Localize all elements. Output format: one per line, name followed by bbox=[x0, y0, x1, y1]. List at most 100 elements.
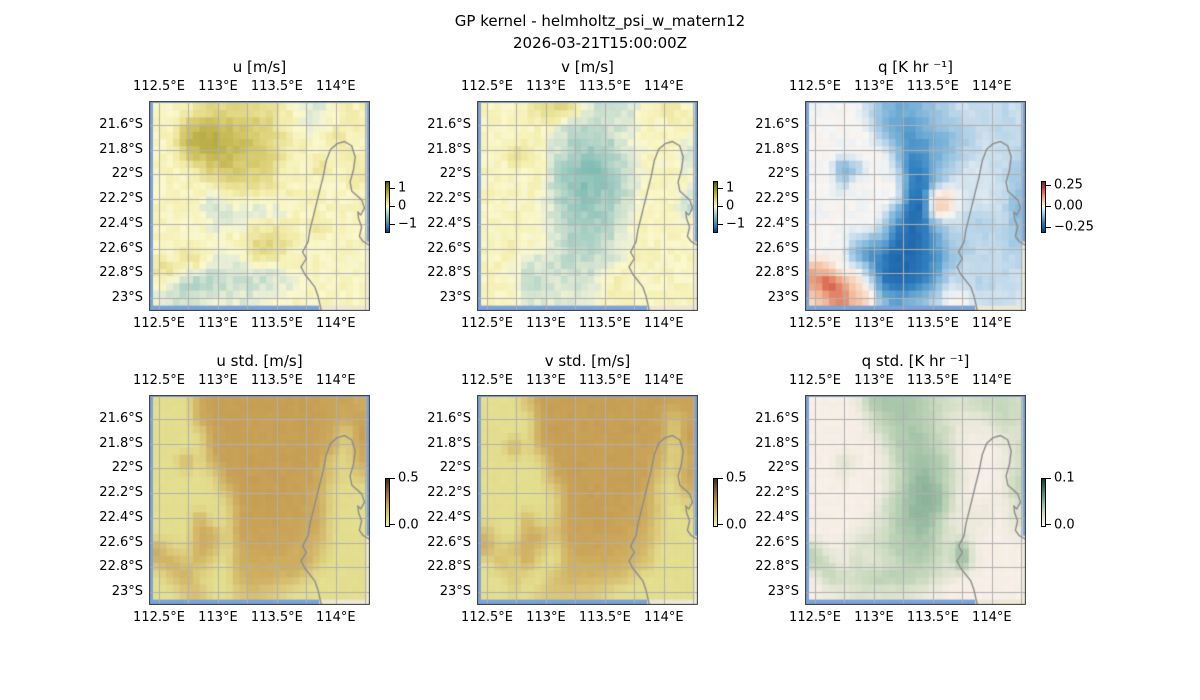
u_std-lon-tick-top: 113°E bbox=[198, 373, 238, 388]
v_std-lat-tick: 23°S bbox=[439, 584, 471, 600]
v_std-lon-tick-bottom: 114°E bbox=[644, 610, 684, 625]
u_std-lat-tick: 21.6°S bbox=[99, 410, 143, 426]
q-lat-tick: 22.2°S bbox=[755, 191, 799, 207]
v-lon-tick-top: 113°E bbox=[526, 79, 566, 94]
u-colorbar: 1 0 −1 bbox=[385, 180, 445, 233]
u-std-heatmap bbox=[149, 395, 370, 605]
v-lat-tick: 22.8°S bbox=[427, 265, 471, 281]
u-lon-tick-top: 112.5°E bbox=[133, 79, 185, 94]
v-lon-tick-bottom: 114°E bbox=[644, 316, 684, 331]
q_std-lat-tick: 22°S bbox=[767, 460, 799, 476]
q-lon-tick-bottom: 113°E bbox=[854, 316, 894, 331]
v-colorbar-tick-label: −1 bbox=[726, 216, 746, 232]
q-lat-tick: 22°S bbox=[767, 166, 799, 182]
figure-title-line2: 2026-03-21T15:00:00Z bbox=[513, 34, 687, 52]
u-lon-tick-bottom: 113.5°E bbox=[250, 316, 303, 331]
q-lat-tick: 21.6°S bbox=[755, 116, 799, 132]
q_std-lat-tick: 22.8°S bbox=[755, 559, 799, 575]
q-colorbar-tick-label: 0.00 bbox=[1054, 198, 1083, 214]
q-colorbar-tick-label: 0.25 bbox=[1054, 177, 1083, 193]
q-lon-tick-bottom: 112.5°E bbox=[789, 316, 841, 331]
v-std-heatmap bbox=[477, 395, 698, 605]
u-colorbar-tick bbox=[390, 224, 395, 225]
q-heatmap bbox=[805, 101, 1026, 311]
q_std-lon-tick-top: 112.5°E bbox=[789, 373, 841, 388]
figure-suptitle: GP kernel - helmholtz_psi_w_matern12 202… bbox=[0, 10, 1200, 54]
v_std-lat-tick: 22.2°S bbox=[427, 485, 471, 501]
v_std-lat-tick: 22.6°S bbox=[427, 534, 471, 550]
v_std-colorbar-tick-label: 0.0 bbox=[726, 517, 747, 533]
v-lat-tick: 22.6°S bbox=[427, 240, 471, 256]
q-lat-tick: 22.8°S bbox=[755, 265, 799, 281]
u_std-lat-tick: 22.4°S bbox=[99, 509, 143, 525]
panel-title-q-std: q std. [K hr ⁻¹] bbox=[861, 352, 970, 370]
q-colorbar-tick-label: −0.25 bbox=[1054, 219, 1094, 235]
u-colorbar-tick bbox=[390, 188, 395, 189]
u_std-colorbar-gradient bbox=[385, 478, 390, 527]
u-lon-tick-bottom: 112.5°E bbox=[133, 316, 185, 331]
q_std-lon-tick-top: 113°E bbox=[854, 373, 894, 388]
v-lon-tick-bottom: 113°E bbox=[526, 316, 566, 331]
q-std-heatmap bbox=[805, 395, 1026, 605]
v-lat-tick: 21.8°S bbox=[427, 141, 471, 157]
u-colorbar-tick-label: 0 bbox=[398, 198, 407, 214]
u_std-lat-tick: 21.8°S bbox=[99, 435, 143, 451]
q-colorbar-tick bbox=[1046, 227, 1051, 228]
v-colorbar-gradient bbox=[713, 181, 718, 233]
q_std-colorbar-gradient bbox=[1041, 478, 1046, 527]
q_std-lat-tick: 22.2°S bbox=[755, 485, 799, 501]
q_std-colorbar-tick-label: 0.1 bbox=[1054, 470, 1075, 486]
v_std-lat-tick: 22°S bbox=[439, 460, 471, 476]
v-lat-tick: 22.4°S bbox=[427, 215, 471, 231]
u-colorbar-tick-label: 1 bbox=[398, 180, 407, 196]
v_std-lon-tick-top: 112.5°E bbox=[461, 373, 513, 388]
q_std-lat-tick: 21.8°S bbox=[755, 435, 799, 451]
u_std-lat-tick: 22.6°S bbox=[99, 534, 143, 550]
q_std-colorbar-tick-label: 0.0 bbox=[1054, 517, 1075, 533]
panel-title-u-std: u std. [m/s] bbox=[216, 352, 303, 370]
v_std-colorbar-tick-label: 0.5 bbox=[726, 470, 747, 486]
v_std-lon-tick-bottom: 113°E bbox=[526, 610, 566, 625]
v-colorbar: 1 0 −1 bbox=[713, 181, 773, 233]
v_std-colorbar-tick bbox=[718, 524, 723, 525]
u_std-lon-tick-bottom: 112.5°E bbox=[133, 610, 185, 625]
v-lon-tick-top: 112.5°E bbox=[461, 79, 513, 94]
u-colorbar-tick-label: −1 bbox=[398, 216, 418, 232]
q_std-colorbar-tick bbox=[1046, 524, 1051, 525]
v_std-lon-tick-bottom: 113.5°E bbox=[578, 610, 631, 625]
u_std-lat-tick: 22.8°S bbox=[99, 559, 143, 575]
v_std-lon-tick-top: 114°E bbox=[644, 373, 684, 388]
v_std-colorbar: 0.5 0.0 bbox=[713, 471, 773, 533]
panel-title-v-std: v std. [m/s] bbox=[544, 352, 631, 370]
u_std-lon-tick-bottom: 114°E bbox=[316, 610, 356, 625]
q-lon-tick-top: 113.5°E bbox=[906, 79, 959, 94]
u-lat-tick: 22°S bbox=[111, 166, 143, 182]
v-lon-tick-top: 113.5°E bbox=[578, 79, 631, 94]
q_std-lon-tick-bottom: 113°E bbox=[854, 610, 894, 625]
v-lat-tick: 23°S bbox=[439, 290, 471, 306]
u-lat-tick: 23°S bbox=[111, 290, 143, 306]
q-colorbar: 0.25 0.00 −0.25 bbox=[1041, 177, 1101, 235]
v_std-lat-tick: 22.8°S bbox=[427, 559, 471, 575]
q-colorbar-gradient bbox=[1041, 181, 1046, 233]
u-heatmap bbox=[149, 101, 370, 311]
u-lat-tick: 22.4°S bbox=[99, 215, 143, 231]
u-lat-tick: 21.8°S bbox=[99, 141, 143, 157]
v-heatmap bbox=[477, 101, 698, 311]
q-lon-tick-top: 114°E bbox=[972, 79, 1012, 94]
q-lat-tick: 21.8°S bbox=[755, 141, 799, 157]
q_std-lat-tick: 21.6°S bbox=[755, 410, 799, 426]
u-lon-tick-top: 114°E bbox=[316, 79, 356, 94]
v-lat-tick: 21.6°S bbox=[427, 116, 471, 132]
v-colorbar-tick bbox=[718, 206, 723, 207]
q-colorbar-tick bbox=[1046, 185, 1051, 186]
v_std-lat-tick: 22.4°S bbox=[427, 509, 471, 525]
q-lat-tick: 23°S bbox=[767, 290, 799, 306]
q_std-lon-tick-bottom: 114°E bbox=[972, 610, 1012, 625]
v-lat-tick: 22°S bbox=[439, 166, 471, 182]
v-colorbar-tick bbox=[718, 224, 723, 225]
u_std-lon-tick-top: 113.5°E bbox=[250, 373, 303, 388]
u_std-colorbar: 0.5 0.0 bbox=[385, 471, 445, 533]
v-lat-tick: 22.2°S bbox=[427, 191, 471, 207]
